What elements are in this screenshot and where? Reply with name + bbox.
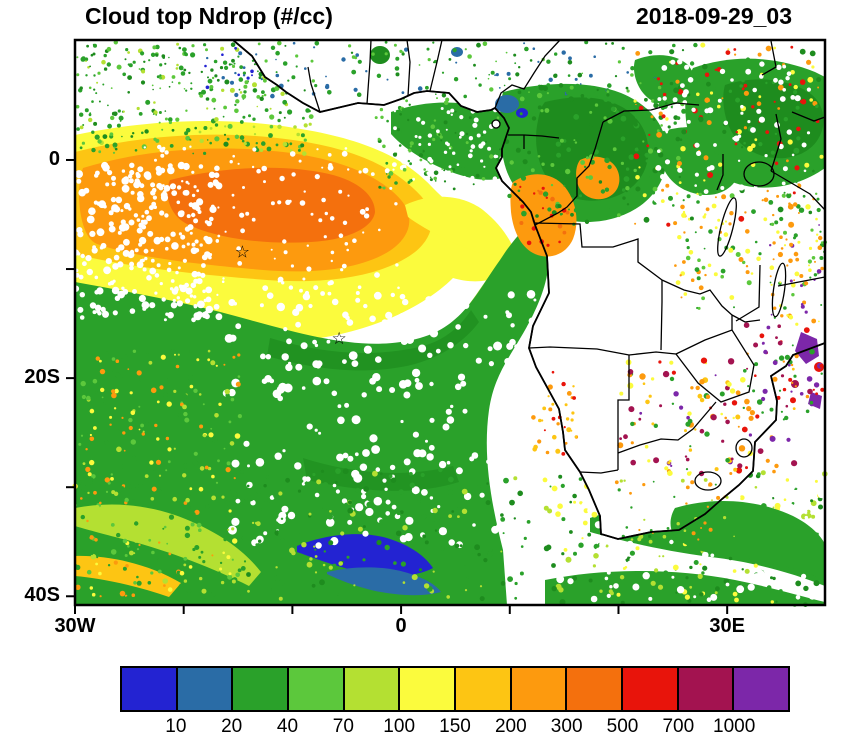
colorbar-cell [456,668,512,710]
lesotho-border [694,471,722,491]
ndrop-mozambique-maroon [791,380,799,388]
bioko-island [491,119,501,129]
colorbar-cell [734,668,789,710]
ndrop-dark-green-streak [267,310,479,371]
y-axis-labels: 0 20S 40S [0,40,60,607]
colorbar-label: 10 [165,716,187,737]
map-plot: ☆ ☆ [66,38,829,614]
ndrop-congo-dark-green [536,97,649,201]
ndrop-yellow-tongue [405,196,513,255]
colorbar-labels: 10 20 40 70 100 150 200 300 500 700 1000 [120,716,790,740]
plot-timestamp: 2018-09-29_03 [635,3,792,29]
ocean-cloud-fields [75,102,825,605]
map-markers: ☆☆ [235,243,347,349]
colorbar-cell [344,668,401,710]
ndrop-sw-yellowgreen-streak [75,504,261,586]
colorbar-cell [177,668,234,710]
star-marker: ☆ [235,243,250,263]
colorbar-cell [511,668,568,710]
colorbar-label: 150 [439,716,471,737]
y-axis-label: 20S [24,366,60,389]
colorbar-cell [400,668,457,710]
plot-title: Cloud top Ndrop (#/cc) [85,3,333,29]
land-speckle-layer [234,40,827,542]
colorbar-label: 100 [383,716,416,737]
x-axis-label: 30E [709,615,745,637]
colorbar-cell [567,668,624,710]
colorbar-label: 300 [550,716,583,737]
colorbar-cell [233,668,290,710]
ndrop-south-edge-green [545,571,825,605]
colorbar-cell [678,668,735,710]
colorbar [120,666,790,712]
eswatini-border [735,438,753,458]
x-axis-labels: 30W 0 30E [54,615,825,641]
lake-malawi-outline [771,262,787,318]
x-axis-label: 30W [54,615,96,637]
colorbar-label: 1000 [713,716,756,737]
colorbar-label: 200 [494,716,527,737]
y-axis-label: 0 [48,147,60,170]
ndrop-mozambique-purple [795,332,819,364]
plot-frame [73,38,827,607]
lake-victoria-outline [743,161,775,187]
star-marker: ☆ [332,329,347,349]
colorbar-label: 500 [606,716,639,737]
y-axis-label: 40S [24,584,60,607]
colorbar-cell [623,668,679,710]
colorbar-label: 20 [221,716,243,737]
axis-ticks [66,158,729,614]
map-canvas: ☆☆ [66,38,829,614]
ndrop-steelblue-streak [327,567,441,596]
colorbar-label: 40 [276,716,299,737]
ndrop-sahel-dark-patch [370,46,390,64]
country-borders [307,39,826,491]
ndrop-sahel-dark-patch [451,47,463,57]
colorbar-cell [122,668,178,710]
ndrop-south-atlantic-green [75,220,550,605]
colorbar-cell [289,668,345,710]
x-axis-label: 0 [395,615,407,637]
ndrop-angola-coast-orange [510,174,577,257]
ndrop-blue-patch [495,95,519,113]
ndrop-sw-amber-streak [75,555,181,597]
ndrop-se-land-green [670,501,825,580]
lake-tanganyika-outline [717,197,737,257]
colorbar-label: 70 [332,716,354,737]
colorbar-label: 700 [662,716,695,737]
